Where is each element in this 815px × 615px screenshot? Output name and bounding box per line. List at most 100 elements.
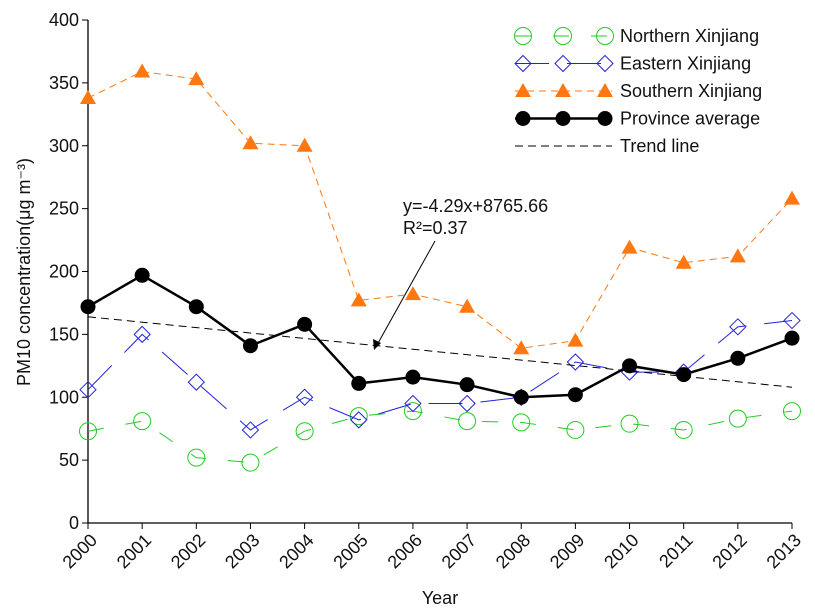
- y-tick-label: 100: [49, 387, 79, 407]
- data-point: [79, 380, 97, 399]
- y-tick-label: 50: [59, 450, 79, 470]
- legend-label: Eastern Xinjiang: [620, 54, 751, 74]
- annotation-arrow: [376, 240, 436, 346]
- legend-marker: [596, 27, 614, 45]
- y-tick-label: 250: [49, 199, 79, 219]
- annotation-r2: R²=0.37: [403, 218, 468, 238]
- data-point: [188, 299, 204, 315]
- data-point: [783, 402, 801, 421]
- legend-marker: [597, 111, 613, 126]
- series-line: [87, 410, 793, 464]
- x-tick-label: 2012: [708, 530, 750, 572]
- series-line: [87, 71, 793, 349]
- data-point: [134, 267, 150, 283]
- series-line: [87, 316, 793, 388]
- legend-marker: [555, 83, 571, 97]
- data-point: [296, 137, 313, 152]
- data-point: [567, 332, 584, 347]
- legend-label: Southern Xinjiang: [620, 81, 762, 101]
- data-point: [675, 254, 692, 269]
- data-point: [459, 377, 475, 393]
- data-point: [621, 239, 638, 254]
- x-tick-label: 2003: [221, 530, 263, 572]
- data-point: [351, 375, 367, 391]
- data-point: [513, 389, 529, 405]
- y-tick-label: 300: [49, 136, 79, 156]
- legend-marker: [514, 27, 532, 45]
- data-point: [730, 350, 746, 366]
- legend-marker: [515, 111, 531, 126]
- data-point: [79, 422, 97, 441]
- series-line: [87, 273, 793, 399]
- data-point: [80, 89, 96, 104]
- y-tick-label: 0: [69, 513, 79, 533]
- data-point: [459, 298, 476, 313]
- data-point: [620, 414, 639, 433]
- data-point: [513, 340, 530, 355]
- x-tick-label: 2007: [438, 530, 480, 572]
- data-point: [295, 388, 314, 406]
- x-tick-label: 2006: [384, 530, 426, 572]
- x-axis-label: Year: [422, 588, 458, 608]
- data-point: [783, 311, 801, 330]
- y-tick-label: 150: [49, 324, 79, 344]
- annotation-equation: y=-4.29x+8765.66: [403, 196, 548, 216]
- legend-marker: [514, 54, 532, 73]
- series-line: [87, 320, 793, 431]
- legend-marker: [596, 54, 614, 73]
- x-tick-label: 2011: [655, 530, 697, 572]
- x-tick-label: 2004: [275, 530, 317, 572]
- data-point: [458, 394, 476, 413]
- legend-marker: [555, 111, 571, 126]
- arrow-head: [373, 339, 381, 350]
- x-tick-label: 2013: [763, 530, 805, 572]
- data-point: [297, 316, 313, 332]
- legend-marker: [597, 83, 613, 97]
- data-point: [133, 325, 151, 344]
- y-tick-label: 350: [49, 73, 79, 93]
- x-tick-label: 2008: [492, 530, 534, 572]
- data-point: [242, 338, 258, 354]
- data-point: [242, 135, 259, 150]
- data-point: [458, 412, 477, 431]
- y-tick-label: 400: [49, 10, 79, 30]
- data-point: [728, 409, 747, 428]
- data-point: [566, 420, 585, 439]
- x-tick-label: 2001: [113, 530, 155, 572]
- data-point: [188, 71, 205, 86]
- legend-label: Northern Xinjiang: [620, 26, 759, 46]
- data-point: [241, 421, 260, 439]
- data-point: [784, 330, 800, 346]
- x-tick-label: 2009: [546, 530, 588, 572]
- data-point: [80, 299, 96, 315]
- legend-marker: [554, 27, 572, 45]
- x-tick-label: 2010: [600, 530, 642, 572]
- data-point: [404, 286, 421, 301]
- data-point: [134, 63, 151, 78]
- data-point: [622, 358, 638, 374]
- data-point: [187, 373, 206, 391]
- data-point: [350, 292, 367, 307]
- legend-marker: [554, 54, 572, 73]
- data-point: [729, 248, 746, 263]
- legend-marker: [515, 83, 531, 97]
- data-point: [403, 402, 422, 421]
- x-tick-label: 2002: [167, 530, 209, 572]
- data-point: [729, 318, 747, 336]
- data-point: [350, 411, 368, 429]
- data-point: [566, 353, 585, 371]
- legend-label: Trend line: [620, 136, 699, 156]
- data-point: [784, 190, 800, 205]
- data-point: [405, 369, 421, 385]
- data-point: [295, 422, 314, 441]
- data-point: [133, 412, 152, 431]
- x-tick-label: 2000: [59, 530, 101, 572]
- data-point: [676, 367, 692, 383]
- legend-label: Province average: [620, 109, 760, 129]
- y-axis-label: PM10 concentration(μg m⁻³): [14, 158, 34, 386]
- y-tick-label: 200: [49, 262, 79, 282]
- data-point: [241, 453, 260, 472]
- data-point: [404, 394, 422, 413]
- data-point: [187, 448, 206, 467]
